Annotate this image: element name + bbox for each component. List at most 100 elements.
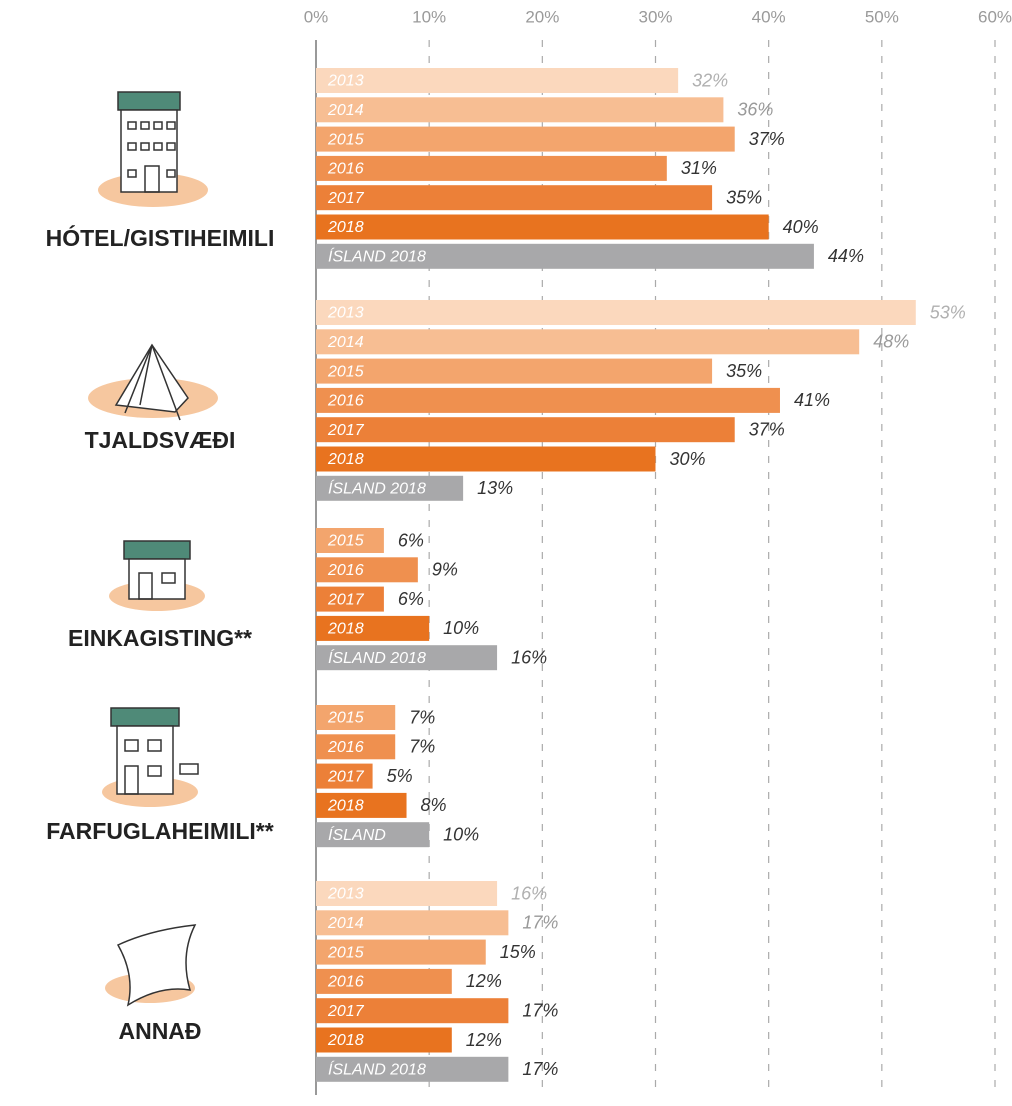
x-tick-label: 60% (978, 7, 1012, 26)
value-label: 30% (670, 449, 706, 469)
bar-category: ÍSLAND (328, 825, 386, 844)
bar (316, 645, 498, 671)
x-tick-label: 20% (525, 7, 559, 26)
value-label: 12% (466, 971, 502, 991)
bar-category: 2015 (327, 131, 364, 148)
bar-category: 2014 (327, 334, 364, 351)
bar (316, 243, 814, 269)
bar (316, 300, 916, 325)
bar (316, 1056, 509, 1082)
bar-category: 2015 (327, 363, 364, 380)
value-label: 10% (443, 824, 479, 844)
bar (316, 387, 780, 413)
value-label: 16% (511, 883, 547, 903)
bar-category: 2015 (327, 944, 364, 961)
value-label: 37% (749, 129, 785, 149)
bar (316, 763, 373, 789)
value-label: 9% (432, 560, 458, 580)
bar-category: 2015 (327, 533, 364, 550)
group-label: TJALDSVÆÐI (85, 427, 236, 453)
bar (316, 615, 430, 641)
x-tick-label: 10% (412, 7, 446, 26)
value-label: 6% (398, 589, 424, 609)
bar-category: 2016 (327, 161, 364, 178)
bar-category: 2017 (327, 190, 365, 207)
value-label: 13% (477, 478, 513, 498)
bar (316, 126, 735, 152)
bar (316, 557, 418, 583)
value-label: 17% (522, 1059, 558, 1079)
value-label: 40% (783, 217, 819, 237)
value-label: 41% (794, 390, 830, 410)
bar (316, 822, 430, 848)
bar (316, 968, 452, 994)
bar (316, 155, 667, 181)
bar-category: 2013 (327, 886, 364, 903)
x-tick-label: 50% (865, 7, 899, 26)
bar (316, 586, 384, 612)
bar (316, 68, 679, 93)
bar (316, 475, 464, 501)
bar (316, 792, 407, 818)
value-label: 5% (387, 766, 413, 786)
value-label: 53% (930, 302, 966, 322)
value-label: 44% (828, 246, 864, 266)
value-label: 16% (511, 647, 547, 667)
bar (316, 329, 860, 355)
bar-category: 2016 (327, 974, 364, 991)
pillow-icon (116, 924, 197, 1007)
hostel-icon (110, 707, 199, 795)
value-label: 32% (692, 70, 728, 90)
bar-category: 2018 (327, 798, 364, 815)
value-label: 6% (398, 530, 424, 550)
bar-category: 2014 (327, 102, 364, 119)
value-label: 17% (522, 913, 558, 933)
value-label: 48% (873, 332, 909, 352)
bar-category: 2015 (327, 710, 364, 727)
bar (316, 910, 509, 936)
x-tick-label: 40% (752, 7, 786, 26)
bar-category: ÍSLAND 2018 (328, 247, 426, 266)
bar (316, 528, 384, 553)
tent-icon (114, 343, 189, 421)
bar-category: 2013 (327, 305, 364, 322)
bar (316, 185, 713, 211)
bar-category: 2018 (327, 451, 364, 468)
bar-category: ÍSLAND 2018 (328, 648, 426, 667)
bar (316, 214, 769, 240)
value-label: 15% (500, 942, 536, 962)
bar (316, 998, 509, 1024)
bar-category: 2018 (327, 1032, 364, 1049)
group-label: EINKAGISTING** (68, 625, 252, 651)
bar-category: ÍSLAND 2018 (328, 1060, 426, 1079)
bar (316, 417, 735, 443)
bar-category: 2014 (327, 915, 364, 932)
bar-category: 2017 (327, 422, 365, 439)
value-label: 31% (681, 158, 717, 178)
value-label: 8% (421, 795, 447, 815)
value-label: 12% (466, 1030, 502, 1050)
bar (316, 939, 486, 965)
bar (316, 97, 724, 123)
bar-category: 2017 (327, 768, 365, 785)
bar (316, 734, 396, 760)
value-label: 17% (522, 1000, 558, 1020)
value-label: 10% (443, 618, 479, 638)
value-label: 37% (749, 419, 785, 439)
bar-category: ÍSLAND 2018 (328, 479, 426, 498)
group-label: FARFUGLAHEIMILI** (46, 818, 273, 844)
x-tick-label: 0% (304, 7, 329, 26)
value-label: 7% (409, 737, 435, 757)
value-label: 36% (737, 100, 773, 120)
bar (316, 446, 656, 472)
hotel-icon (117, 91, 181, 193)
bar-category: 2018 (327, 621, 364, 638)
bar-category: 2016 (327, 739, 364, 756)
value-label: 35% (726, 187, 762, 207)
house-icon (123, 540, 191, 600)
group-label: HÓTEL/GISTIHEIMILI (46, 224, 275, 251)
value-label: 7% (409, 707, 435, 727)
bar (316, 358, 713, 384)
bar-category: 2017 (327, 1003, 365, 1020)
bar-category: 2017 (327, 591, 365, 608)
